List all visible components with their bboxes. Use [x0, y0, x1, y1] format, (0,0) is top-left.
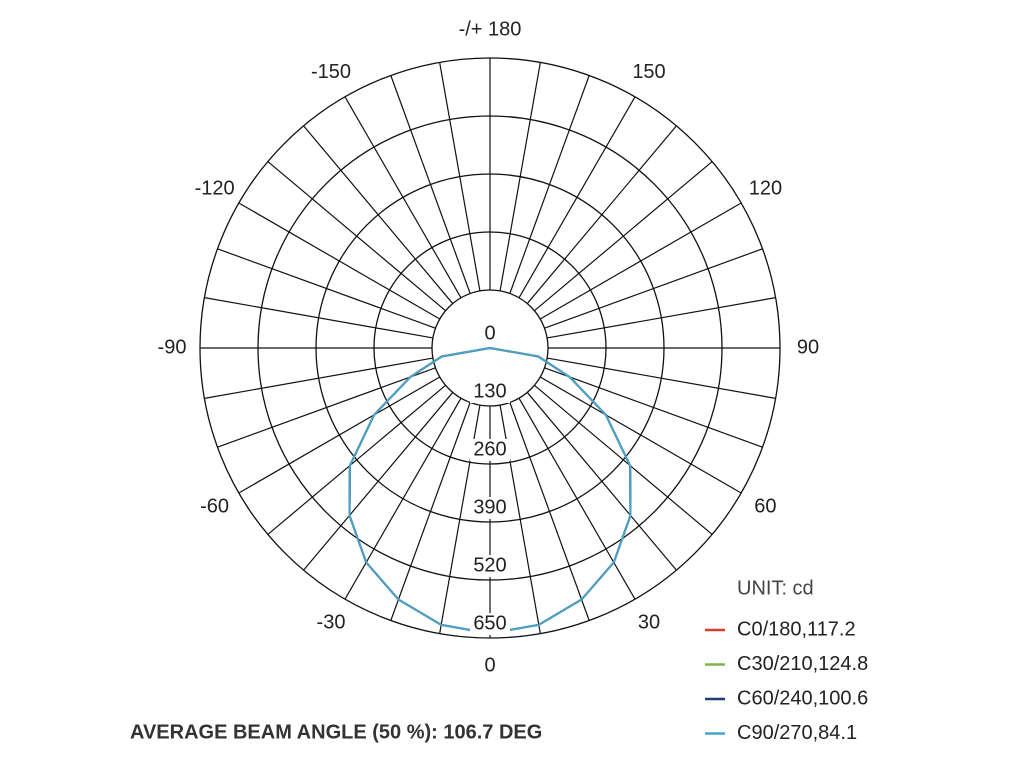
spoke	[509, 402, 590, 621]
angle-tick-label: 30	[638, 612, 660, 634]
spoke	[539, 376, 742, 494]
spoke	[509, 75, 590, 294]
spoke	[547, 297, 776, 339]
angle-tick-label: 120	[749, 177, 782, 199]
spoke	[217, 367, 436, 448]
legend-label: C0/180,117.2	[737, 618, 856, 640]
label-bg	[470, 497, 510, 519]
spoke	[518, 397, 636, 600]
angle-tick-label: -30	[317, 612, 346, 634]
spoke	[217, 248, 436, 329]
spoke	[303, 125, 454, 304]
label-bg	[470, 323, 510, 345]
spoke	[204, 357, 433, 399]
spoke	[303, 392, 454, 571]
spoke	[544, 367, 763, 448]
legend-label: C90/270,84.1	[737, 722, 857, 744]
angle-tick-label: -90	[158, 336, 187, 358]
spoke	[544, 248, 763, 329]
label-bg	[470, 381, 510, 403]
spoke	[267, 161, 446, 312]
spoke	[267, 384, 446, 535]
spoke	[439, 62, 481, 291]
spoke	[390, 75, 471, 294]
spoke	[344, 96, 462, 299]
spoke	[238, 376, 441, 494]
spoke	[238, 202, 441, 320]
angle-tick-label: 150	[632, 61, 665, 83]
spoke	[526, 392, 677, 571]
spoke	[344, 397, 462, 600]
r-tick-label: 0	[484, 322, 495, 344]
spoke	[526, 125, 677, 304]
angle-tick-label: -/+ 180	[459, 18, 522, 40]
label-bg	[470, 439, 510, 461]
r-tick-label: 650	[473, 612, 506, 634]
spoke	[499, 62, 541, 291]
spoke	[204, 297, 433, 339]
r-tick-label: 520	[473, 554, 506, 576]
r-tick-label: 130	[473, 380, 506, 402]
spoke	[518, 96, 636, 299]
legend-label: C30/210,124.8	[737, 653, 868, 675]
spoke	[539, 202, 742, 320]
angle-tick-label: -60	[200, 495, 229, 517]
angle-tick-label: 90	[797, 336, 819, 358]
footnote: AVERAGE BEAM ANGLE (50 %): 106.7 DEG	[130, 721, 542, 743]
spoke	[390, 402, 471, 621]
angle-tick-label: 0	[484, 654, 495, 676]
spoke	[534, 384, 713, 535]
legend-label: C60/240,100.6	[737, 687, 868, 709]
angle-tick-label: -120	[195, 177, 235, 199]
spoke	[534, 161, 713, 312]
spoke	[547, 357, 776, 399]
r-tick-label: 390	[473, 496, 506, 518]
label-bg	[470, 613, 510, 635]
unit-label: UNIT: cd	[737, 577, 814, 599]
label-bg	[470, 555, 510, 577]
angle-tick-label: 60	[754, 495, 776, 517]
r-tick-label: 260	[473, 438, 506, 460]
angle-tick-label: -150	[311, 61, 351, 83]
